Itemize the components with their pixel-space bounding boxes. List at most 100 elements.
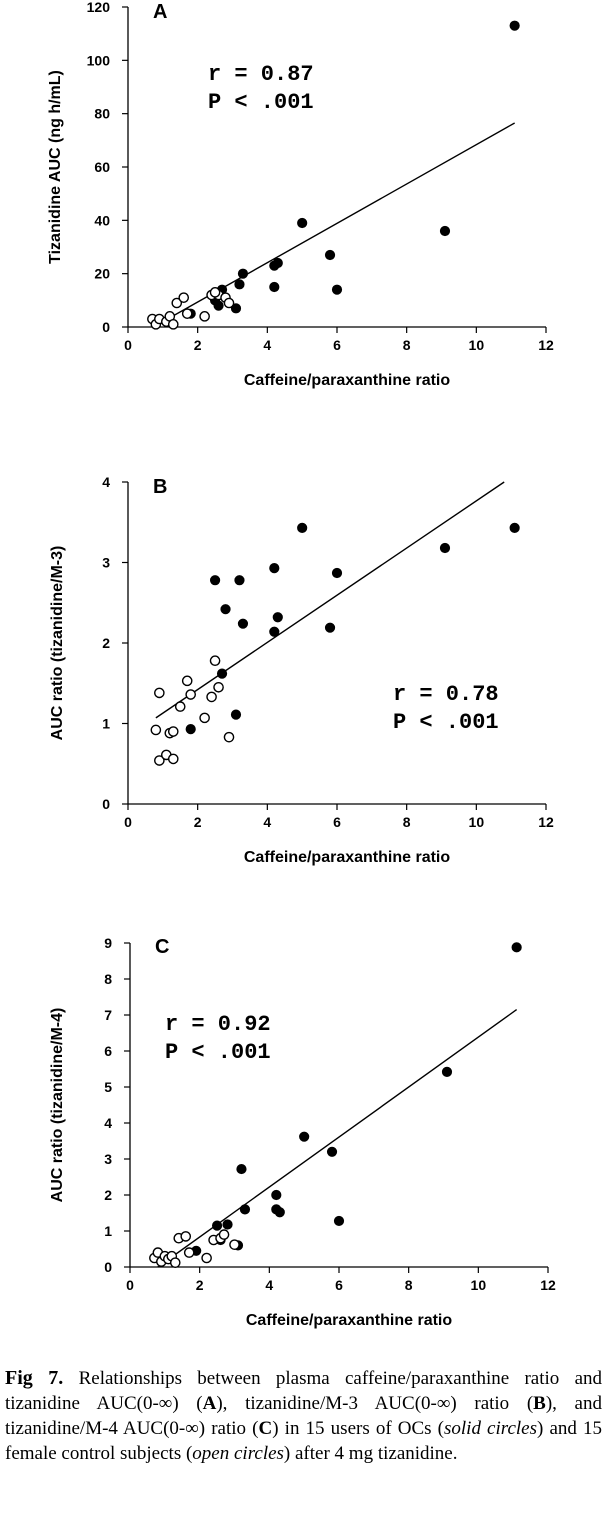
x-tick-label: 8 [405, 1277, 413, 1293]
data-point-oc-user [297, 522, 308, 533]
data-point-control [180, 1231, 192, 1242]
x-tick-label: 6 [335, 1277, 343, 1293]
caption-text-6: ) after 4 mg tizanidine. [283, 1443, 458, 1464]
y-tick-label: 8 [104, 971, 112, 987]
caption-text-3: ), and tizanidine/M-4 AUC(0-∞) ratio ( [5, 1393, 602, 1439]
data-point-control [213, 681, 224, 693]
x-tick-label: 0 [124, 337, 132, 353]
data-point-oc-user [511, 942, 522, 953]
data-point-oc-user [237, 618, 249, 629]
data-point-control [183, 1247, 195, 1258]
data-point-control [154, 687, 165, 699]
data-point-control [167, 319, 179, 330]
y-tick-label: 100 [87, 52, 111, 68]
data-point-control [174, 701, 186, 712]
y-tick-label: 60 [94, 159, 110, 175]
x-tick-label: 0 [124, 814, 132, 830]
panel-letter: C [155, 936, 169, 958]
data-point-oc-user [331, 567, 343, 579]
y-axis-label: Tizanidine AUC (ng h/mL) [47, 70, 64, 264]
caption-label-c: C [258, 1418, 273, 1439]
p-value-label: P < .001 [393, 710, 499, 735]
data-point-oc-user [509, 20, 520, 31]
data-point-oc-user [216, 668, 228, 679]
data-point-oc-user [441, 1066, 453, 1077]
y-tick-label: 80 [94, 106, 110, 122]
y-tick-label: 2 [104, 1187, 112, 1203]
data-point-oc-user [331, 284, 343, 295]
data-point-control [209, 287, 221, 298]
x-tick-label: 6 [333, 337, 341, 353]
data-point-oc-user [234, 279, 245, 290]
y-tick-label: 20 [94, 266, 110, 282]
data-point-oc-user [326, 1146, 338, 1157]
y-tick-label: 0 [102, 319, 110, 335]
data-point-oc-user [324, 622, 336, 633]
x-tick-label: 6 [333, 814, 341, 830]
figure-panels: 0 2 4 6 8 10 12020406080100120Caffeine/paraxan… [47, 0, 556, 1329]
x-tick-label: 8 [403, 814, 411, 830]
caption-label-b: B [533, 1393, 546, 1414]
y-tick-label: 4 [104, 1115, 112, 1131]
correlation-r-label: r = 0.92 [165, 1012, 271, 1037]
data-point-control [185, 689, 196, 700]
data-point-control [169, 1257, 181, 1268]
data-point-oc-user [236, 1163, 247, 1175]
y-tick-label: 4 [102, 474, 110, 490]
data-point-control [167, 726, 179, 737]
y-tick-label: 120 [87, 0, 111, 15]
data-point-oc-user [269, 281, 280, 293]
y-tick-label: 1 [104, 1223, 112, 1239]
y-tick-label: 3 [102, 555, 110, 571]
data-point-oc-user [211, 1220, 223, 1231]
y-tick-label: 7 [104, 1007, 112, 1023]
p-value-label: P < .001 [208, 90, 314, 115]
y-tick-label: 6 [104, 1043, 112, 1059]
data-point-oc-user [509, 522, 520, 533]
caption-figure-number: Fig 7. [5, 1367, 64, 1389]
y-tick-label: 0 [102, 796, 110, 812]
x-axis-label: Caffeine/paraxanthine ratio [246, 1312, 453, 1329]
x-tick-label: 12 [538, 337, 554, 353]
data-point-control [199, 311, 210, 322]
caption-text-4: ) in 15 users of OCs ( [272, 1418, 444, 1439]
data-point-oc-user [333, 1215, 345, 1227]
correlation-r-label: r = 0.87 [208, 62, 314, 87]
data-point-control [150, 724, 162, 736]
p-value-label: P < .001 [165, 1040, 271, 1065]
data-point-control [201, 1252, 212, 1264]
x-tick-label: 10 [471, 1277, 487, 1293]
data-point-oc-user [185, 724, 196, 735]
x-tick-label: 8 [403, 337, 411, 353]
x-axis-label: Caffeine/paraxanthine ratio [244, 372, 451, 389]
x-tick-label: 2 [194, 337, 202, 353]
caption-solid-circles: solid circles [444, 1418, 538, 1439]
data-point-oc-user [324, 249, 336, 261]
data-point-oc-user [297, 217, 308, 229]
caption-text-2: ), tizanidine/M-3 AUC(0-∞) ratio ( [216, 1393, 534, 1414]
y-tick-label: 9 [104, 935, 112, 951]
data-point-control [171, 297, 183, 309]
y-axis-label: AUC ratio (tizanidine/M-3) [49, 546, 66, 741]
data-point-oc-user [272, 612, 283, 623]
data-point-oc-user [237, 268, 249, 279]
figure-caption: Fig 7. Relationships between plasma caff… [5, 1366, 602, 1466]
x-axis-label: Caffeine/paraxanthine ratio [244, 849, 451, 866]
data-point-oc-user [299, 1131, 310, 1142]
data-point-control [223, 731, 235, 743]
caption-text-5: ) and 15 female control subjects ( [5, 1418, 602, 1464]
data-point-oc-user [239, 1204, 251, 1215]
data-point-oc-user [269, 626, 280, 637]
x-tick-label: 0 [126, 1277, 134, 1293]
caption-text-1: Relationships between plasma caffeine/pa… [5, 1368, 603, 1414]
panel-letter: B [153, 476, 167, 498]
data-point-control [167, 753, 179, 765]
x-tick-label: 4 [263, 814, 271, 830]
data-point-control [154, 755, 165, 766]
data-point-oc-user [213, 300, 224, 311]
data-point-control [181, 675, 193, 687]
data-point-oc-user [234, 575, 245, 586]
regression-line [155, 481, 505, 719]
x-tick-label: 4 [265, 1277, 273, 1293]
